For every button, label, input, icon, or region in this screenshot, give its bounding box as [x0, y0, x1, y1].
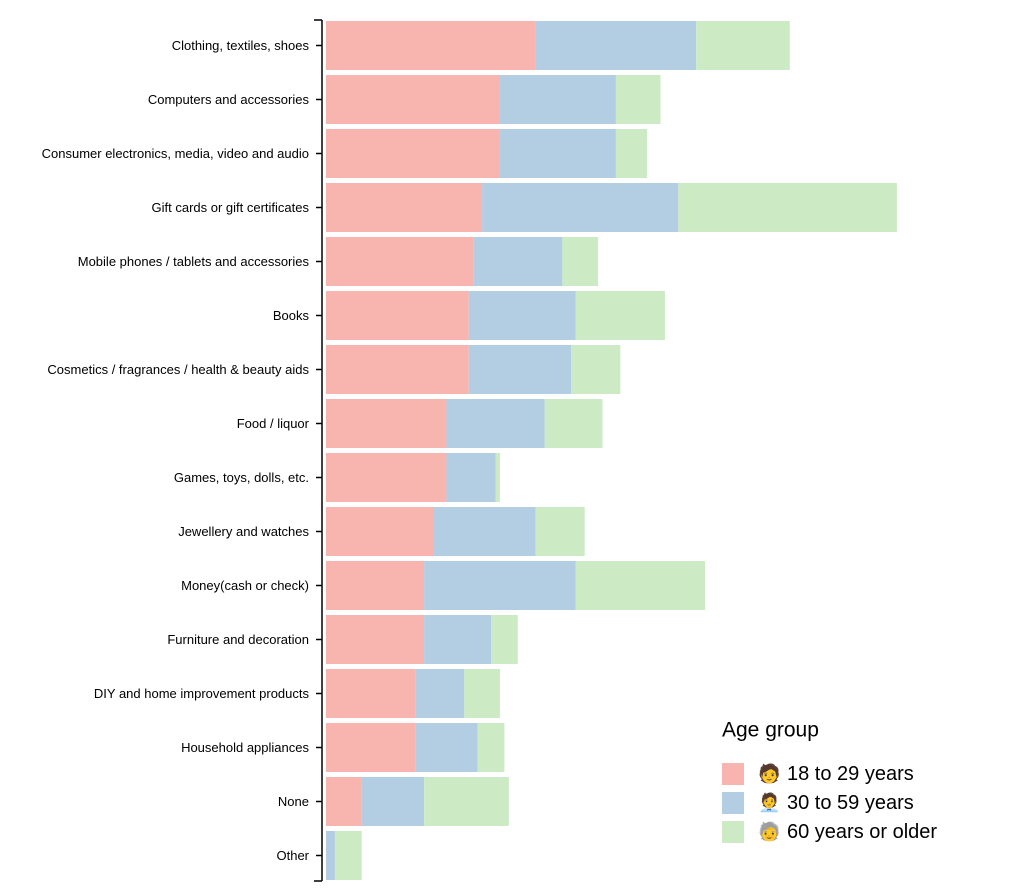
bar-1-row-3: [326, 129, 500, 178]
bar-1-row-2: [326, 75, 500, 124]
bar-2-row-3: [499, 129, 616, 178]
bar-1-row-13: [326, 669, 416, 718]
bar-3-row-7: [571, 345, 621, 394]
legend-label-1: 18 to 29 years: [787, 763, 914, 785]
bar-1-row-4: [326, 183, 483, 232]
bar-3-row-1: [696, 21, 790, 70]
bar-1-row-10: [326, 507, 434, 556]
y-tick-label: Furniture and decoration: [167, 632, 309, 647]
bar-3-row-10: [535, 507, 585, 556]
y-tick-label: Clothing, textiles, shoes: [172, 38, 310, 53]
bar-2-row-4: [482, 183, 679, 232]
bar-1-row-8: [326, 399, 447, 448]
bar-3-row-13: [464, 669, 500, 718]
bar-3-row-9: [495, 453, 500, 502]
bar-3-row-5: [562, 237, 599, 286]
legend-label-3: 60 years or older: [787, 821, 937, 843]
legend-person-icon: 🧑: [758, 763, 780, 785]
bar-2-row-5: [473, 237, 563, 286]
legend-title: Age group: [722, 719, 819, 742]
bar-1-row-5: [326, 237, 474, 286]
bar-1-row-7: [326, 345, 469, 394]
y-tick-label: Mobile phones / tablets and accessories: [78, 254, 310, 269]
bar-3-row-16: [334, 831, 362, 880]
bar-2-row-16: [326, 831, 335, 880]
y-tick-label: Household appliances: [181, 740, 309, 755]
bar-2-row-2: [499, 75, 616, 124]
bar-3-row-11: [575, 561, 706, 610]
bar-2-row-6: [468, 291, 576, 340]
bar-1-row-6: [326, 291, 469, 340]
bar-2-row-15: [361, 777, 425, 826]
bar-3-row-15: [424, 777, 509, 826]
legend-person-icon: 🧑‍💼: [758, 792, 780, 814]
y-tick-label: Cosmetics / fragrances / health & beauty…: [47, 362, 309, 377]
y-tick-label: Money(cash or check): [181, 578, 309, 593]
bar-2-row-10: [433, 507, 536, 556]
bar-2-row-1: [535, 21, 697, 70]
y-tick-label: Games, toys, dolls, etc.: [174, 470, 309, 485]
bar-1-row-14: [326, 723, 416, 772]
legend-swatch-1: [722, 763, 744, 785]
bar-3-row-4: [678, 183, 897, 232]
bar-2-row-13: [415, 669, 465, 718]
bar-2-row-11: [424, 561, 576, 610]
y-tick-label: Other: [276, 848, 309, 863]
bar-1-row-9: [326, 453, 447, 502]
bar-2-row-9: [446, 453, 496, 502]
y-tick-label: Books: [273, 308, 310, 323]
y-tick-label: Food / liquor: [237, 416, 310, 431]
bar-1-row-11: [326, 561, 425, 610]
y-tick-label: Gift cards or gift certificates: [152, 200, 310, 215]
bar-3-row-14: [477, 723, 505, 772]
y-tick-label: Consumer electronics, media, video and a…: [42, 146, 309, 161]
bar-3-row-2: [615, 75, 661, 124]
y-tick-label: Jewellery and watches: [178, 524, 309, 539]
legend: Age group 🧑 18 to 29 years 🧑‍💼 30 to 59 year…: [722, 719, 937, 843]
y-tick-label: None: [278, 794, 309, 809]
y-tick-label: DIY and home improvement products: [94, 686, 310, 701]
bar-2-row-12: [424, 615, 492, 664]
bar-1-row-12: [326, 615, 425, 664]
bar-3-row-12: [491, 615, 518, 664]
bar-1-row-15: [326, 777, 362, 826]
legend-person-icon: 🧓: [758, 821, 780, 843]
y-axis: Clothing, textiles, shoes Computers and a…: [42, 19, 323, 882]
bar-3-row-3: [615, 129, 648, 178]
bars-group: [326, 21, 897, 880]
bar-3-row-6: [575, 291, 665, 340]
legend-label-2: 30 to 59 years: [787, 792, 914, 814]
bar-2-row-8: [446, 399, 545, 448]
bar-2-row-7: [468, 345, 572, 394]
bar-3-row-8: [544, 399, 603, 448]
y-tick-label: Computers and accessories: [148, 92, 310, 107]
legend-swatch-3: [722, 821, 744, 843]
bar-1-row-1: [326, 21, 536, 70]
legend-swatch-2: [722, 792, 744, 814]
bar-2-row-14: [415, 723, 478, 772]
